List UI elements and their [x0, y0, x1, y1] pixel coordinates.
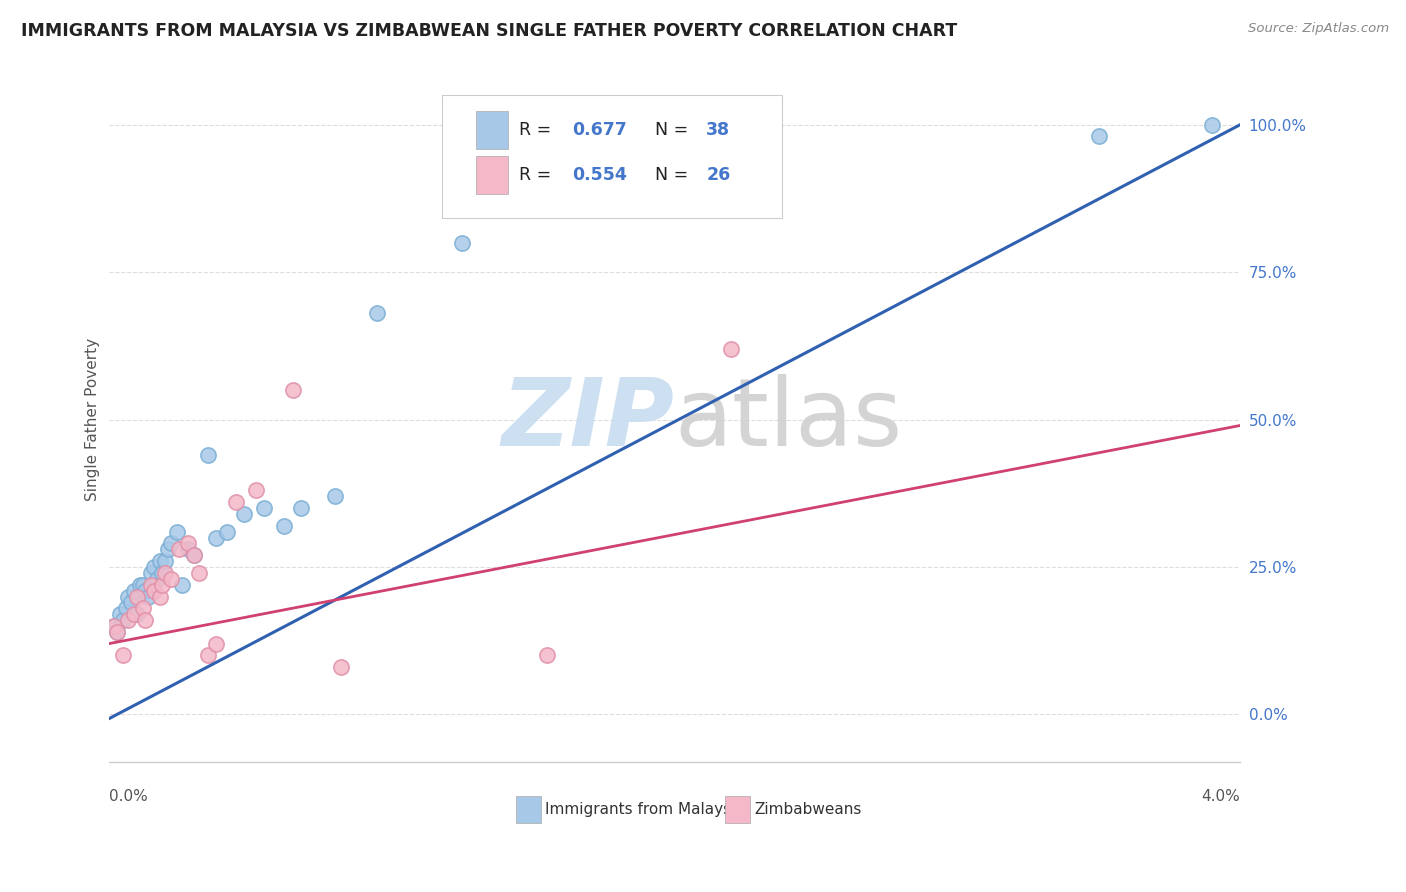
Point: [225, 495, 247, 509]
Point: [150, 566, 173, 580]
Text: N =: N =: [644, 121, 693, 139]
Point: [166, 524, 188, 539]
Text: Zimbabweans: Zimbabweans: [755, 802, 862, 817]
Point: [183, 548, 205, 562]
Point: [536, 648, 558, 663]
Point: [122, 607, 145, 622]
Point: [103, 619, 125, 633]
Text: 38: 38: [706, 121, 730, 139]
Point: [145, 572, 167, 586]
Point: [366, 306, 388, 320]
Text: atlas: atlas: [675, 374, 903, 466]
Point: [108, 607, 131, 622]
Point: [134, 613, 156, 627]
Point: [125, 607, 148, 622]
Point: [134, 583, 156, 598]
Point: [125, 590, 148, 604]
Text: Source: ZipAtlas.com: Source: ZipAtlas.com: [1249, 22, 1389, 36]
FancyBboxPatch shape: [443, 95, 782, 218]
Point: [1088, 129, 1111, 144]
Point: [160, 536, 183, 550]
Text: R =: R =: [519, 121, 557, 139]
Text: 0.677: 0.677: [572, 121, 627, 139]
Point: [117, 590, 139, 604]
Point: [253, 501, 276, 516]
Point: [197, 648, 219, 663]
Bar: [516, 796, 541, 823]
Text: R =: R =: [519, 166, 557, 185]
Point: [117, 613, 139, 627]
Point: [451, 235, 474, 250]
Point: [157, 542, 180, 557]
Point: [720, 342, 742, 356]
Bar: [725, 796, 751, 823]
Point: [111, 648, 134, 663]
Point: [160, 572, 183, 586]
Point: [177, 542, 200, 557]
Point: [148, 590, 170, 604]
Text: Immigrants from Malaysia: Immigrants from Malaysia: [546, 802, 745, 817]
Point: [183, 548, 205, 562]
Point: [290, 501, 312, 516]
Point: [155, 566, 177, 580]
Point: [233, 507, 256, 521]
Point: [273, 518, 295, 533]
Point: [114, 601, 136, 615]
Point: [281, 383, 304, 397]
Text: IMMIGRANTS FROM MALAYSIA VS ZIMBABWEAN SINGLE FATHER POVERTY CORRELATION CHART: IMMIGRANTS FROM MALAYSIA VS ZIMBABWEAN S…: [21, 22, 957, 40]
Point: [131, 601, 153, 615]
Point: [128, 578, 150, 592]
Point: [197, 448, 219, 462]
Point: [217, 524, 239, 539]
Point: [103, 619, 125, 633]
Point: [111, 613, 134, 627]
Point: [105, 624, 128, 639]
Text: 0.554: 0.554: [572, 166, 627, 185]
Bar: [477, 156, 508, 194]
Point: [245, 483, 267, 498]
Point: [1201, 118, 1223, 132]
Point: [205, 531, 228, 545]
Text: 0.0%: 0.0%: [108, 789, 148, 804]
Point: [139, 566, 162, 580]
Point: [131, 578, 153, 592]
Point: [205, 637, 228, 651]
Point: [142, 583, 165, 598]
Point: [139, 578, 162, 592]
Point: [150, 578, 173, 592]
Point: [136, 590, 159, 604]
Point: [142, 560, 165, 574]
Point: [122, 583, 145, 598]
Point: [188, 566, 211, 580]
Point: [120, 595, 142, 609]
Text: 26: 26: [706, 166, 730, 185]
Text: N =: N =: [644, 166, 693, 185]
Y-axis label: Single Father Poverty: Single Father Poverty: [86, 338, 100, 501]
Text: ZIP: ZIP: [502, 374, 675, 466]
Text: 4.0%: 4.0%: [1202, 789, 1240, 804]
Point: [621, 188, 644, 202]
Point: [329, 660, 352, 674]
Bar: [477, 112, 508, 149]
Point: [177, 536, 200, 550]
Point: [148, 554, 170, 568]
Point: [323, 489, 346, 503]
Point: [172, 578, 194, 592]
Point: [155, 554, 177, 568]
Point: [105, 624, 128, 639]
Point: [169, 542, 191, 557]
